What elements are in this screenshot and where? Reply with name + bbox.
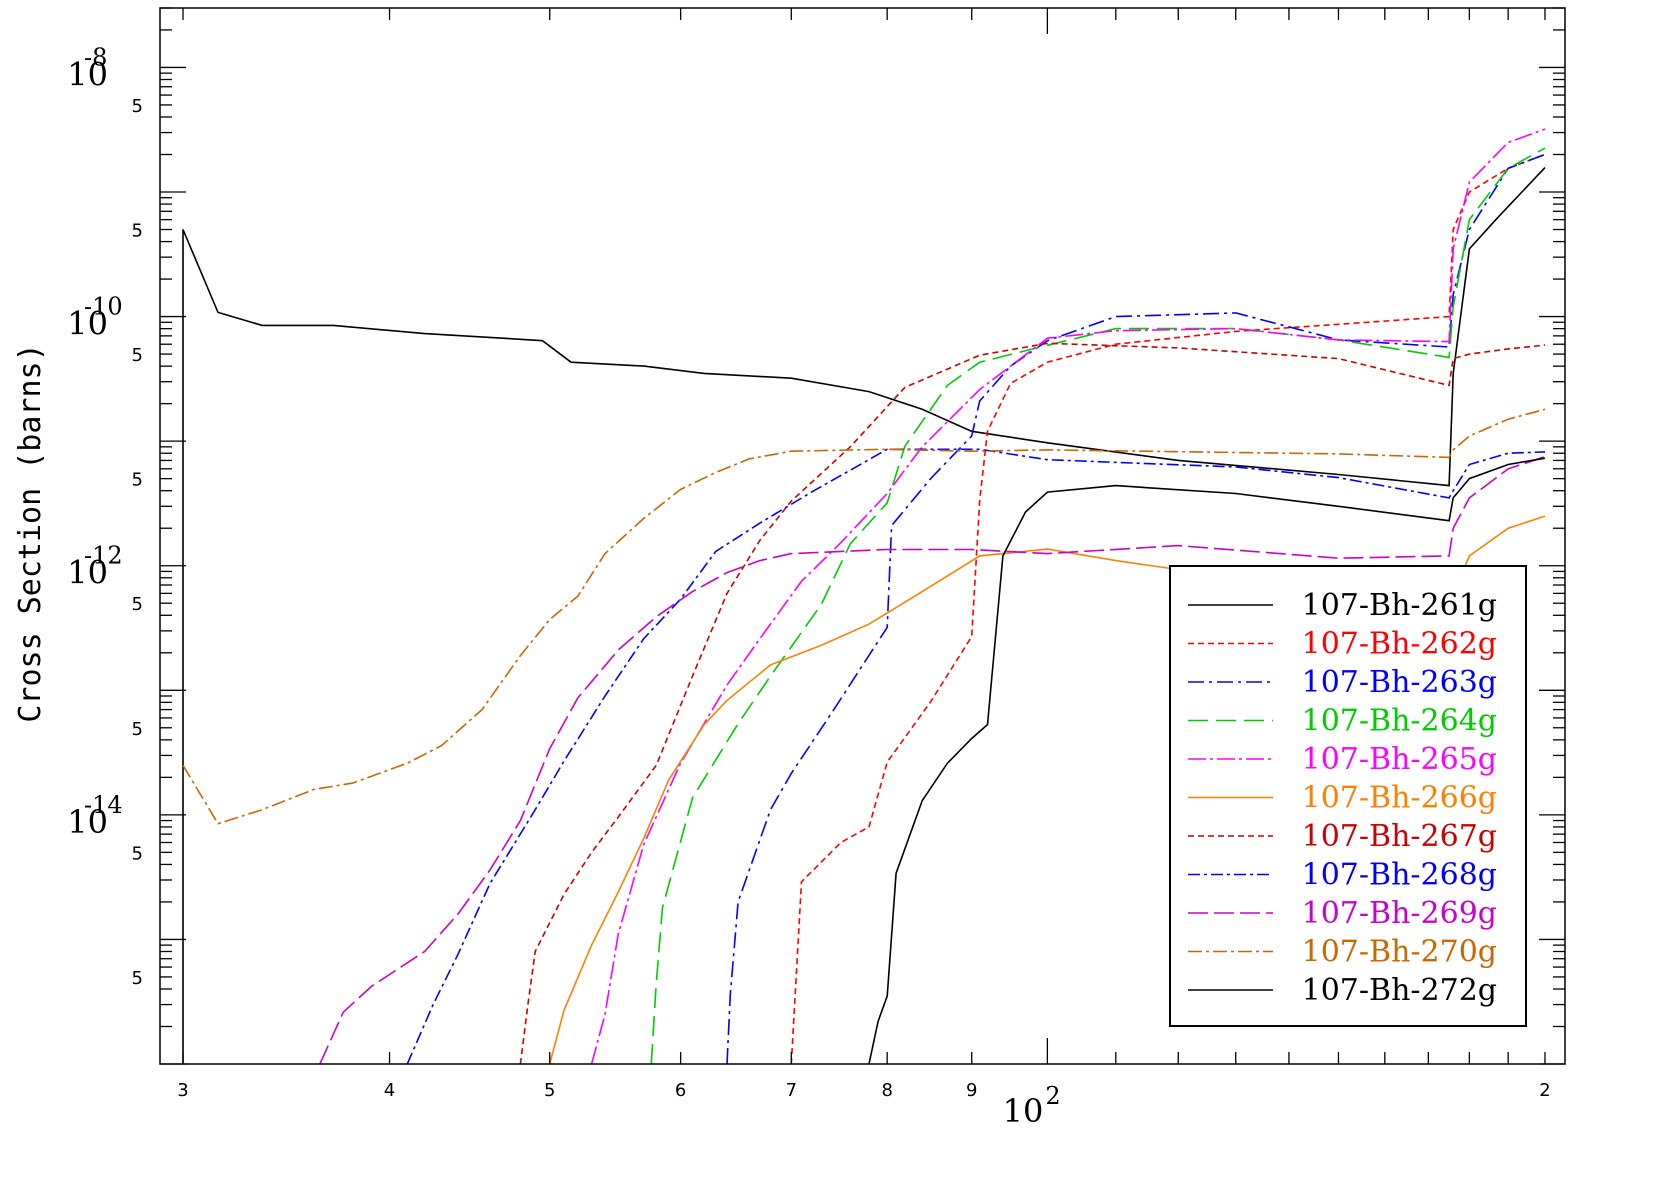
y-tick-label: 5 bbox=[132, 96, 143, 117]
legend-label: 107-Bh-262g bbox=[1302, 627, 1497, 662]
legend-label: 107-Bh-272g bbox=[1302, 973, 1497, 1008]
series-line-107-Bh-269g bbox=[319, 455, 1546, 1064]
x-tick-label: 5 bbox=[544, 1080, 555, 1101]
y-decade-label-exponent: -14 bbox=[84, 791, 123, 819]
y-tick-label: 5 bbox=[132, 719, 143, 740]
series-line-107-Bh-262g bbox=[790, 153, 1546, 1064]
legend-label: 107-Bh-261g bbox=[1302, 588, 1497, 623]
legend-label: 107-Bh-266g bbox=[1302, 781, 1497, 816]
y-decade-label-exponent: -10 bbox=[84, 293, 123, 321]
y-tick-label: 5 bbox=[132, 594, 143, 615]
x-tick-label: 9 bbox=[966, 1080, 977, 1101]
legend-label: 107-Bh-269g bbox=[1302, 896, 1497, 931]
series-line-107-Bh-264g bbox=[650, 147, 1546, 1064]
series-line-107-Bh-265g bbox=[590, 128, 1546, 1064]
series-line-107-Bh-268g bbox=[406, 448, 1546, 1064]
series-line-107-Bh-263g bbox=[726, 153, 1546, 1064]
y-decade-label-base: 10 bbox=[67, 305, 108, 343]
y-decade-label-base: 10 bbox=[67, 803, 108, 841]
legend-label: 107-Bh-265g bbox=[1302, 742, 1497, 777]
y-tick-label: 5 bbox=[132, 843, 143, 864]
series-layer bbox=[182, 128, 1546, 1064]
legend-box bbox=[1169, 565, 1527, 1027]
y-decade-label-base: 10 bbox=[67, 55, 108, 93]
legend-label: 107-Bh-268g bbox=[1302, 858, 1497, 893]
y-tick-label: 5 bbox=[132, 221, 143, 242]
x-decade-label-base: 10 bbox=[1003, 1092, 1044, 1130]
x-decade-label-exponent: 2 bbox=[1045, 1082, 1060, 1110]
y-axis-title: Cross Section (barns) bbox=[13, 343, 48, 722]
x-tick-label: 2 bbox=[1539, 1080, 1550, 1101]
y-decade-label-base: 10 bbox=[67, 554, 108, 592]
plot-frame bbox=[159, 7, 1566, 1065]
x-tick-label: 6 bbox=[675, 1080, 686, 1101]
legend-label: 107-Bh-270g bbox=[1302, 935, 1497, 970]
legend-label: 107-Bh-267g bbox=[1302, 819, 1497, 854]
y-tick-label: 5 bbox=[132, 470, 143, 491]
series-line-107-Bh-270g bbox=[182, 408, 1546, 825]
series-line-107-Bh-261g bbox=[182, 167, 1546, 1064]
x-tick-label: 7 bbox=[786, 1080, 797, 1101]
legend-label: 107-Bh-264g bbox=[1302, 704, 1497, 739]
y-tick-label: 5 bbox=[132, 345, 143, 366]
y-decade-label-exponent: -8 bbox=[84, 43, 107, 71]
x-tick-label: 4 bbox=[384, 1080, 395, 1101]
y-decade-label-exponent: -12 bbox=[84, 542, 123, 570]
series-line-107-Bh-267g bbox=[519, 342, 1546, 1064]
series-line-107-Bh-272g bbox=[868, 457, 1546, 1064]
y-tick-label: 5 bbox=[132, 968, 143, 989]
legend-label: 107-Bh-263g bbox=[1302, 665, 1497, 700]
x-tick-label: 3 bbox=[177, 1080, 188, 1101]
x-tick-label: 8 bbox=[881, 1080, 892, 1101]
